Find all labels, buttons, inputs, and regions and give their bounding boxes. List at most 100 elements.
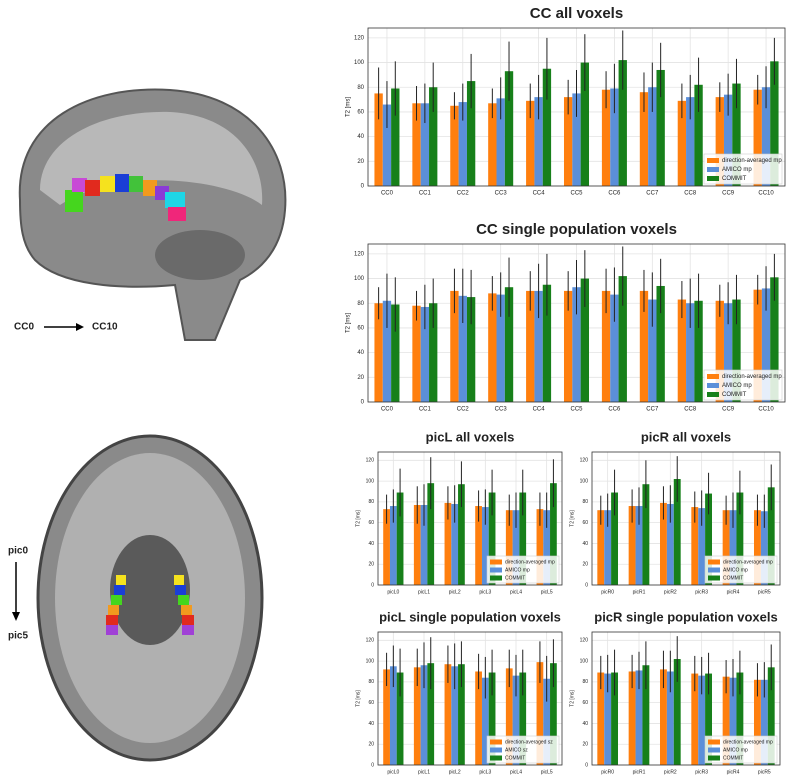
bar	[374, 303, 383, 402]
legend-swatch	[707, 176, 719, 181]
y-tick-label: 80	[582, 679, 588, 685]
x-tick-label: picL1	[418, 589, 430, 595]
legend-label: AMICO sz	[505, 747, 528, 753]
y-tick-label: 100	[366, 658, 375, 664]
bar	[466, 297, 476, 402]
x-tick-label: CC5	[570, 407, 583, 413]
bar	[722, 510, 730, 585]
bar	[705, 673, 713, 765]
legend-label: COMMIT	[723, 575, 743, 581]
bar	[611, 492, 619, 585]
bar	[686, 303, 695, 402]
x-tick-label: CC4	[533, 407, 546, 413]
chart: CC all voxels T2 [ms] 0 20 40 60 80 100 120 CC0 CC…	[346, 5, 786, 197]
x-tick-label: picR3	[695, 589, 708, 595]
bar	[648, 299, 657, 402]
legend-label: AMICO mp	[723, 567, 748, 573]
bar	[760, 679, 768, 765]
legend-label: AMICO mp	[722, 383, 752, 389]
bar	[374, 93, 383, 186]
bar	[639, 290, 649, 402]
bar	[542, 68, 552, 186]
x-tick-label: picR4	[727, 769, 740, 775]
bar	[383, 509, 390, 585]
x-tick-label: picR0	[601, 769, 614, 775]
y-tick-label: 60	[368, 700, 374, 706]
bar	[753, 679, 761, 765]
bar	[760, 511, 768, 585]
bar	[412, 305, 421, 402]
bar	[458, 295, 467, 402]
y-tick-label: 20	[357, 159, 364, 165]
bar	[601, 89, 611, 186]
y-tick-label: 20	[357, 375, 364, 381]
bar	[563, 290, 573, 402]
bar	[534, 290, 543, 402]
x-tick-label: CC9	[722, 407, 735, 413]
bar	[413, 667, 421, 765]
bar	[723, 303, 733, 402]
chart-title: picL all voxels	[426, 429, 515, 444]
bar	[635, 670, 643, 765]
bar	[512, 510, 520, 585]
bar	[519, 672, 527, 765]
y-tick-label: 120	[580, 458, 589, 464]
legend-label: COMMIT	[505, 755, 525, 761]
legend-swatch	[490, 739, 502, 745]
bar	[444, 664, 452, 765]
x-tick-label: CC3	[495, 407, 508, 413]
y-tick-label: 120	[580, 638, 589, 644]
chart: picL single population voxels T2 [ms] 0 20 4…	[355, 609, 563, 775]
bar	[488, 672, 496, 765]
y-tick-label: 40	[357, 134, 364, 140]
x-tick-label: picL4	[510, 589, 522, 595]
y-tick-label: 60	[582, 520, 588, 526]
bar	[542, 284, 552, 402]
bar	[475, 671, 482, 765]
x-tick-label: picR1	[633, 589, 646, 595]
bar	[604, 510, 612, 585]
bar	[488, 103, 497, 186]
legend-label: AMICO mp	[723, 747, 748, 753]
bar	[450, 290, 459, 402]
bar	[526, 290, 535, 402]
bar	[391, 304, 400, 402]
x-tick-label: picL1	[418, 769, 430, 775]
bar	[656, 69, 665, 186]
bar	[694, 84, 703, 186]
plot-frame	[591, 631, 781, 766]
y-tick-label: 120	[366, 458, 375, 464]
y-tick-label: 80	[357, 85, 364, 91]
bar	[659, 669, 667, 765]
bar	[686, 97, 695, 186]
bar	[770, 277, 779, 402]
chart-title: picR all voxels	[641, 429, 731, 444]
bar	[610, 294, 619, 402]
y-tick-label: 60	[368, 520, 374, 526]
y-tick-label: 100	[366, 478, 375, 484]
bar	[427, 663, 435, 765]
bar	[572, 93, 581, 186]
x-tick-label: picR5	[758, 589, 771, 595]
legend-label: COMMIT	[722, 392, 747, 398]
y-tick-label: 0	[361, 400, 365, 406]
plot-frame	[377, 631, 563, 766]
bar	[770, 61, 779, 186]
bar	[536, 509, 544, 585]
x-tick-label: picL5	[541, 769, 553, 775]
arrow-head	[76, 323, 84, 331]
y-tick-label: 60	[357, 326, 364, 332]
bar	[458, 484, 465, 585]
legend-label: direction-averaged mp	[723, 739, 773, 745]
legend-label: direction-averaged mp	[505, 559, 555, 565]
x-tick-label: picR4	[727, 589, 740, 595]
bar	[488, 492, 496, 585]
bar	[481, 507, 489, 585]
bar	[458, 102, 467, 186]
bar	[666, 503, 674, 585]
bar	[639, 92, 649, 186]
bar	[715, 97, 724, 186]
bar	[420, 504, 428, 585]
bar	[677, 100, 687, 186]
